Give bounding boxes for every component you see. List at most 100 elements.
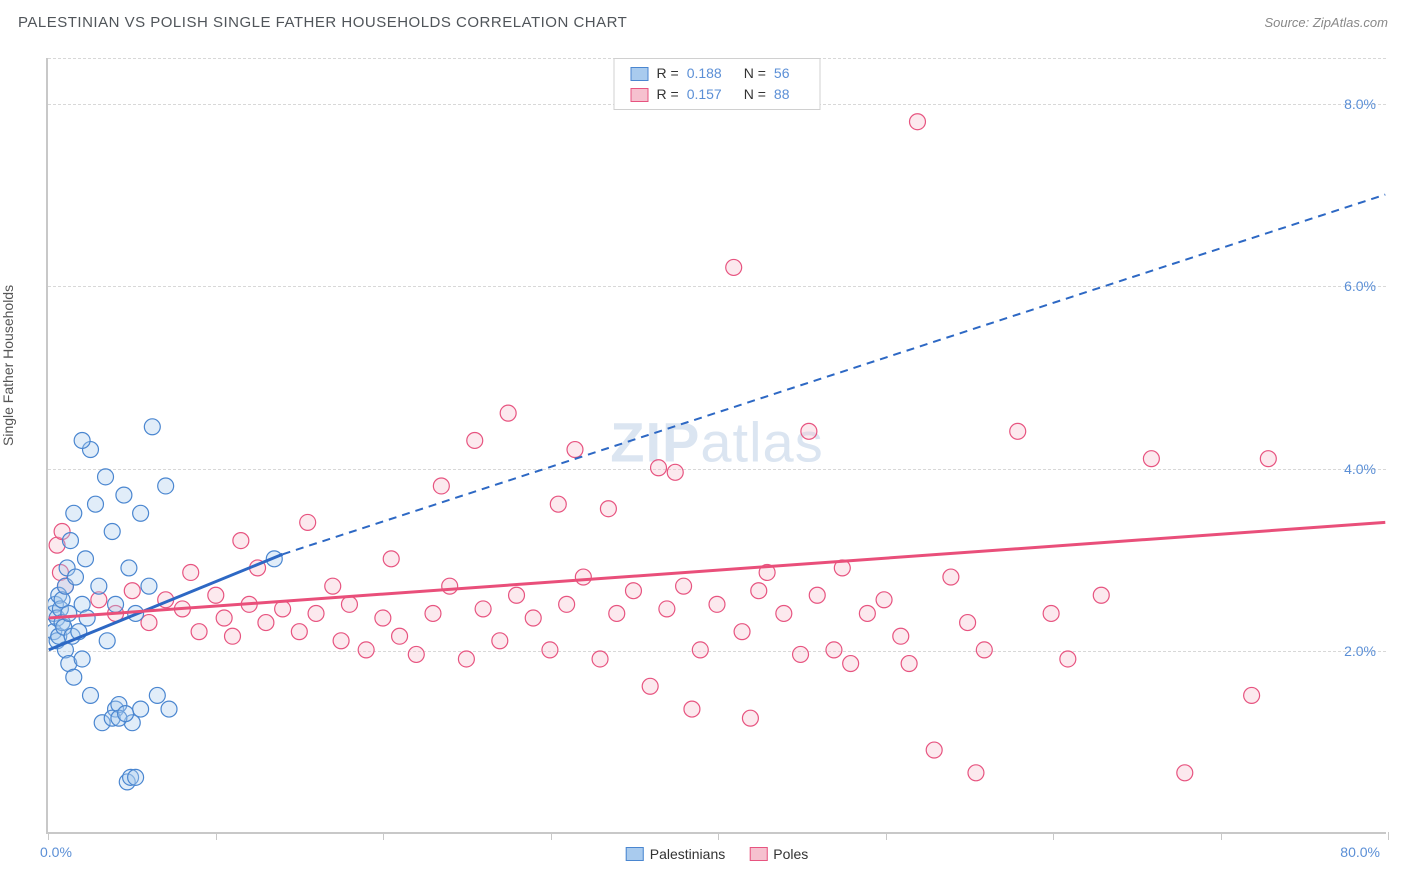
data-point: [116, 487, 132, 503]
data-point: [1143, 451, 1159, 467]
r-value-0: 0.188: [687, 63, 722, 84]
data-point: [859, 605, 875, 621]
data-point: [333, 633, 349, 649]
legend-item-palestinians: Palestinians: [626, 846, 726, 862]
data-point: [1060, 651, 1076, 667]
x-tick-mark: [551, 832, 552, 840]
data-point: [1093, 587, 1109, 603]
data-point: [308, 605, 324, 621]
data-point: [375, 610, 391, 626]
data-point: [383, 551, 399, 567]
stats-legend-row-1: R = 0.157 N = 88: [631, 84, 804, 105]
r-label-0: R =: [657, 63, 679, 84]
data-point: [592, 651, 608, 667]
data-point: [550, 496, 566, 512]
n-value-0: 56: [774, 63, 790, 84]
data-point: [149, 687, 165, 703]
data-point: [801, 423, 817, 439]
data-point: [91, 578, 107, 594]
data-point: [133, 701, 149, 717]
x-tick-mark: [48, 832, 49, 840]
data-point: [559, 596, 575, 612]
data-point: [99, 633, 115, 649]
scatter-plot-svg: [48, 58, 1386, 832]
data-point: [291, 624, 307, 640]
data-point: [408, 646, 424, 662]
data-point: [742, 710, 758, 726]
data-point: [1010, 423, 1026, 439]
data-point: [826, 642, 842, 658]
data-point: [118, 706, 134, 722]
data-point: [1260, 451, 1276, 467]
data-point: [734, 624, 750, 640]
data-point: [876, 592, 892, 608]
data-point: [258, 615, 274, 631]
data-point: [341, 596, 357, 612]
n-label-0: N =: [744, 63, 766, 84]
data-point: [893, 628, 909, 644]
data-point: [676, 578, 692, 594]
x-tick-mark: [383, 832, 384, 840]
data-point: [1043, 605, 1059, 621]
legend-swatch-bottom-palestinians: [626, 847, 644, 861]
data-point: [901, 656, 917, 672]
data-point: [161, 701, 177, 717]
data-point: [74, 651, 90, 667]
x-tick-mark: [1053, 832, 1054, 840]
x-tick-mark: [718, 832, 719, 840]
data-point: [751, 583, 767, 599]
data-point: [66, 505, 82, 521]
data-point: [67, 569, 83, 585]
data-point: [809, 587, 825, 603]
source-name: ZipAtlas.com: [1313, 15, 1388, 30]
data-point: [433, 478, 449, 494]
data-point: [625, 583, 641, 599]
data-point: [500, 405, 516, 421]
data-point: [275, 601, 291, 617]
data-point: [325, 578, 341, 594]
data-point: [133, 505, 149, 521]
legend-swatch-palestinians: [631, 67, 649, 81]
chart-header: PALESTINIAN VS POLISH SINGLE FATHER HOUS…: [18, 14, 1388, 31]
x-tick-mark: [886, 832, 887, 840]
data-point: [575, 569, 591, 585]
data-point: [793, 646, 809, 662]
legend-swatch-bottom-poles: [749, 847, 767, 861]
data-point: [83, 687, 99, 703]
data-point: [567, 442, 583, 458]
plot-area: ZIPatlas R = 0.188 N = 56 R = 0.157 N = …: [46, 58, 1386, 834]
data-point: [208, 587, 224, 603]
data-point: [216, 610, 232, 626]
data-point: [609, 605, 625, 621]
data-point: [910, 114, 926, 130]
data-point: [158, 478, 174, 494]
data-point: [776, 605, 792, 621]
data-point: [124, 583, 140, 599]
data-point: [88, 496, 104, 512]
stats-legend-row-0: R = 0.188 N = 56: [631, 63, 804, 84]
data-point: [121, 560, 137, 576]
data-point: [128, 769, 144, 785]
data-point: [492, 633, 508, 649]
legend-label-poles: Poles: [773, 846, 808, 862]
data-point: [968, 765, 984, 781]
data-point: [425, 605, 441, 621]
data-point: [300, 514, 316, 530]
data-point: [98, 469, 114, 485]
data-point: [144, 419, 160, 435]
chart-container: PALESTINIAN VS POLISH SINGLE FATHER HOUS…: [0, 0, 1406, 892]
data-point: [191, 624, 207, 640]
trend-line-dashed: [283, 195, 1386, 555]
data-point: [183, 565, 199, 581]
data-point: [442, 578, 458, 594]
data-point: [62, 533, 78, 549]
data-point: [392, 628, 408, 644]
data-point: [667, 464, 683, 480]
r-label-1: R =: [657, 84, 679, 105]
series-legend: Palestinians Poles: [626, 846, 809, 862]
legend-item-poles: Poles: [749, 846, 808, 862]
data-point: [542, 642, 558, 658]
legend-swatch-poles: [631, 88, 649, 102]
data-point: [225, 628, 241, 644]
data-point: [79, 610, 95, 626]
